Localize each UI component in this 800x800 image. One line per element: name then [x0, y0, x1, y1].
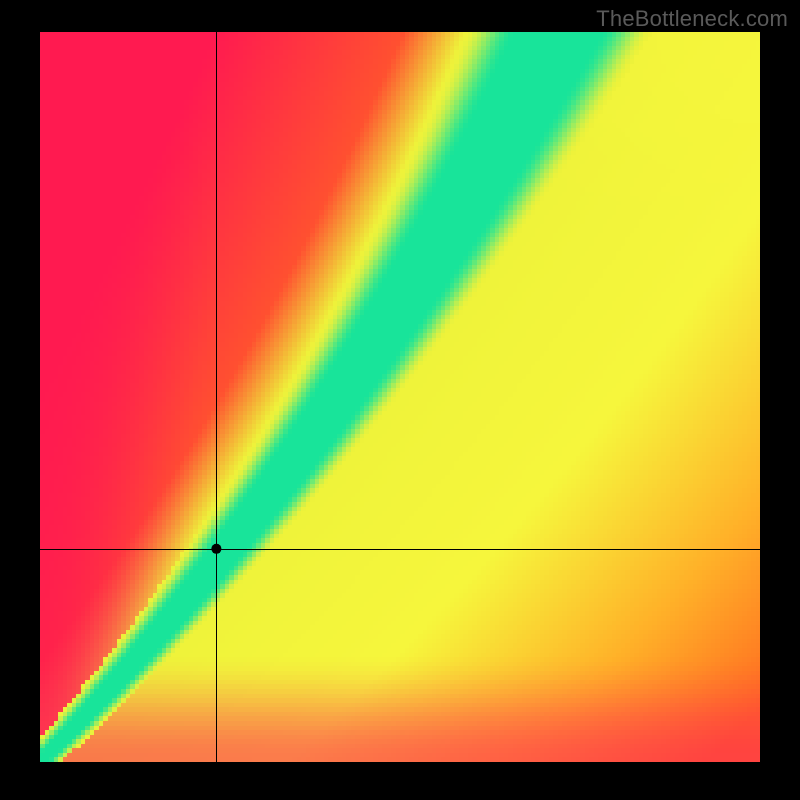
watermark-text: TheBottleneck.com: [596, 6, 788, 32]
crosshair-overlay: [0, 0, 800, 800]
